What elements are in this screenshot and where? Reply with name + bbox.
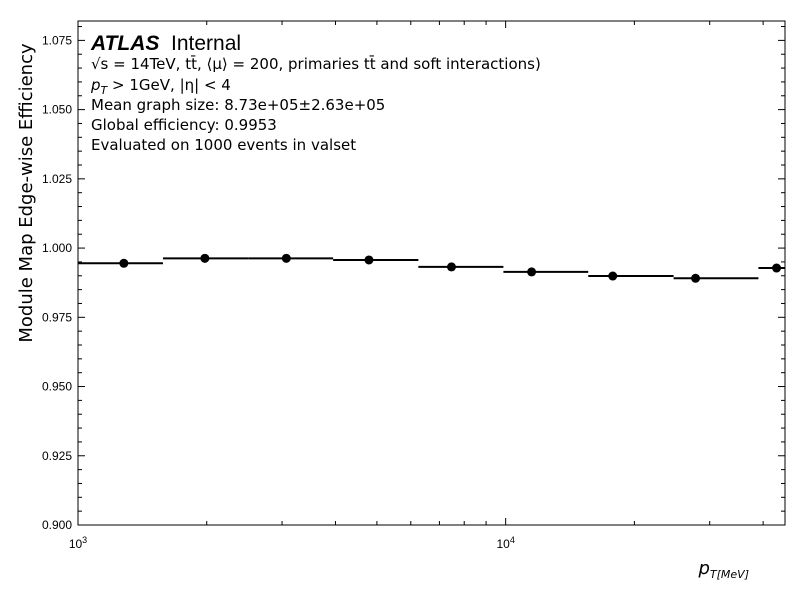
y-tick-label: 1.075 (42, 33, 72, 47)
annotation-line-5: Evaluated on 1000 events in valset (91, 136, 356, 154)
x-tick-label: 104 (496, 535, 514, 551)
data-point (772, 263, 782, 273)
data-point (119, 258, 129, 268)
y-tick-label: 0.900 (42, 518, 72, 532)
y-tick-label: 0.975 (42, 310, 72, 324)
data-series (78, 253, 785, 283)
data-point (446, 262, 456, 272)
x-axis-label: pT[MeV] (697, 558, 749, 581)
y-axis-label: Module Map Edge-wise Efficiency (16, 43, 37, 343)
atlas-status: Internal (171, 32, 241, 55)
data-point (200, 253, 210, 263)
data-point (527, 267, 537, 277)
data-point (608, 271, 618, 281)
data-point (281, 253, 291, 263)
x-axis-tick-labels: 103 104 (69, 535, 515, 551)
annotation-line-2: pT > 1GeV, |η| < 4 (90, 76, 231, 97)
annotation-line-3: Mean graph size: 8.73e+05±2.63e+05 (91, 96, 385, 114)
data-point (691, 273, 701, 283)
y-tick-label: 0.925 (42, 449, 72, 463)
annotation-line-4: Global efficiency: 0.9953 (91, 116, 277, 134)
y-tick-label: 1.050 (42, 103, 72, 117)
y-tick-label: 1.000 (42, 241, 72, 255)
x-axis-ticks (77, 21, 764, 525)
atlas-brand: ATLAS (90, 32, 159, 55)
x-tick-label: 103 (69, 535, 87, 551)
y-axis-ticks (78, 26, 785, 526)
annotation-line-1: √s = 14TeV, tt̄, ⟨μ⟩ = 200, primaries tt… (91, 54, 541, 73)
data-point (364, 255, 374, 265)
y-tick-label: 1.025 (42, 172, 72, 186)
y-axis-tick-labels: 0.900 0.925 0.950 0.975 1.000 1.025 1.050 1.075 (42, 33, 72, 532)
y-tick-label: 0.950 (42, 380, 72, 394)
plot-frame (77, 20, 786, 526)
atlas-label: ATLAS Internal (90, 32, 241, 55)
